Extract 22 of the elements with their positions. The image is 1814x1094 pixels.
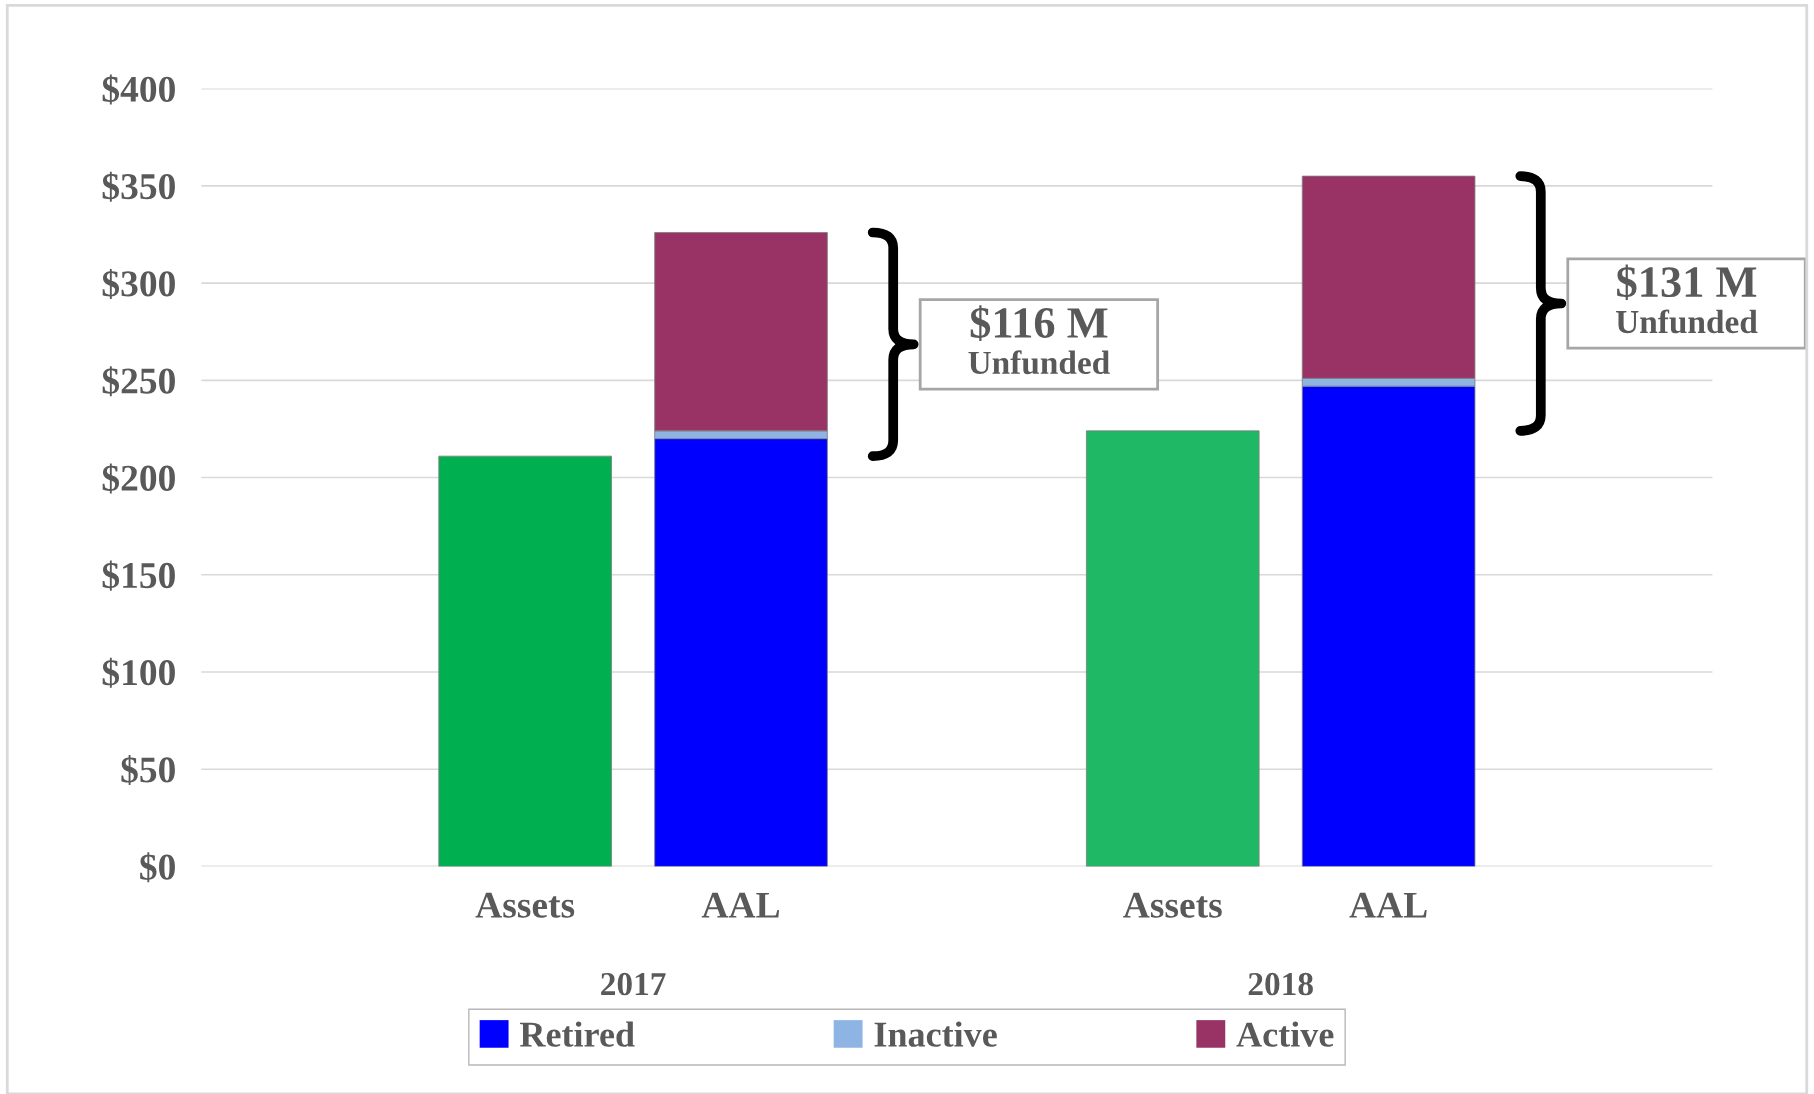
y-tick-label: $200 [102, 463, 175, 494]
x-tick-label: AAL [701, 892, 780, 918]
text: 2018 [1248, 972, 1313, 996]
text: 2017 [601, 972, 666, 996]
text: $131 M Unfunded [1616, 264, 1758, 334]
y-tick-label: $0 [140, 852, 175, 883]
x-tick-label: Assets [1123, 892, 1222, 918]
bar [438, 455, 612, 867]
bar [1085, 430, 1260, 867]
x-tick-label: AAL [1349, 892, 1427, 918]
y-tick-label: $350 [102, 171, 175, 202]
y-tick-label: $100 [102, 657, 175, 688]
y-tick-label: $250 [102, 366, 175, 397]
legend-label: Active [1236, 1021, 1334, 1047]
y-tick-label: $150 [102, 560, 175, 591]
x-tick-label: Assets [475, 892, 575, 918]
y-tick-label: $300 [102, 268, 175, 299]
legend-label: Retired [520, 1021, 635, 1047]
legend-label: Inactive [874, 1021, 997, 1047]
y-tick-label: $400 [102, 74, 175, 105]
annotation: $116 M Unfunded [968, 305, 1110, 375]
y-tick-label: $50 [121, 755, 175, 786]
